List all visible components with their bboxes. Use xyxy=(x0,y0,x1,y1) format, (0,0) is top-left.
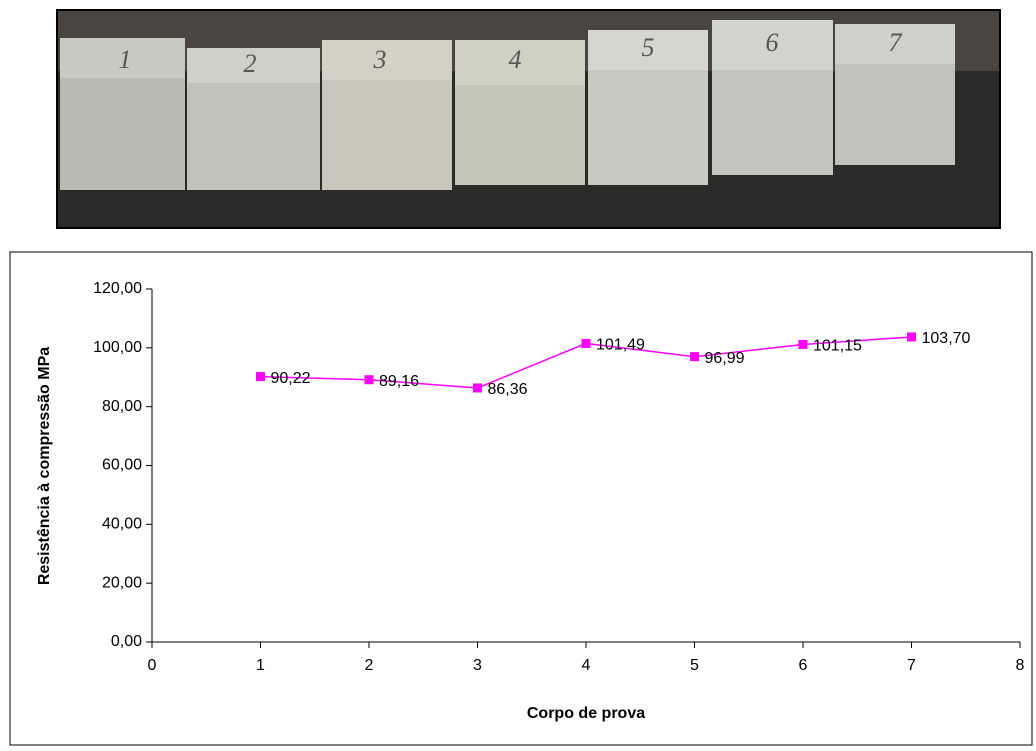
data-label: 96,99 xyxy=(705,350,745,367)
y-tick-label: 120,00 xyxy=(93,280,142,297)
data-point xyxy=(256,372,265,382)
data-label: 86,36 xyxy=(488,381,528,398)
cube: 6 xyxy=(712,20,833,175)
x-tick-label: 8 xyxy=(1016,657,1025,674)
data-label: 89,16 xyxy=(379,373,419,390)
cube: 1 xyxy=(60,38,185,190)
cube: 3 xyxy=(322,40,452,190)
data-point xyxy=(690,352,699,362)
data-label: 90,22 xyxy=(271,370,311,387)
cube: 7 xyxy=(835,24,955,165)
y-tick-label: 20,00 xyxy=(102,574,142,591)
cube-label: 5 xyxy=(642,33,655,62)
data-label: 101,49 xyxy=(596,337,645,354)
data-label: 103,70 xyxy=(922,330,971,347)
data-point xyxy=(798,339,808,349)
y-axis-title: Resistência à compressão MPa xyxy=(36,347,53,585)
data-point xyxy=(473,383,482,393)
chart-frame xyxy=(9,251,1033,746)
y-tick-label: 40,00 xyxy=(102,516,142,533)
cube: 5 xyxy=(588,30,708,185)
photo: 1 2 3 4 5 6 7 xyxy=(56,9,1001,229)
cube-label: 4 xyxy=(509,45,522,74)
cube-label: 6 xyxy=(766,28,779,57)
data-point xyxy=(364,375,374,385)
data-point xyxy=(907,332,916,342)
cube-label: 3 xyxy=(373,45,387,74)
x-tick-label: 6 xyxy=(799,657,808,674)
x-axis-title: Corpo de prova xyxy=(527,705,645,722)
x-tick-label: 4 xyxy=(582,657,591,674)
y-tick-label: 0,00 xyxy=(111,633,142,650)
x-tick-label: 3 xyxy=(473,657,482,674)
cube-label: 7 xyxy=(889,28,903,57)
x-tick-label: 7 xyxy=(907,657,916,674)
y-tick-label: 60,00 xyxy=(102,457,142,474)
cube: 4 xyxy=(455,40,585,185)
cube-label: 2 xyxy=(244,49,257,78)
cube-label: 1 xyxy=(119,45,132,74)
cube: 2 xyxy=(187,48,320,190)
y-tick-label: 100,00 xyxy=(93,339,142,356)
data-point xyxy=(581,338,591,348)
x-tick-label: 1 xyxy=(256,657,265,674)
y-tick-label: 80,00 xyxy=(102,398,142,415)
x-tick-label: 5 xyxy=(690,657,699,674)
data-label: 101,15 xyxy=(813,338,862,355)
x-tick-label: 2 xyxy=(365,657,374,674)
x-tick-label: 0 xyxy=(148,657,157,674)
